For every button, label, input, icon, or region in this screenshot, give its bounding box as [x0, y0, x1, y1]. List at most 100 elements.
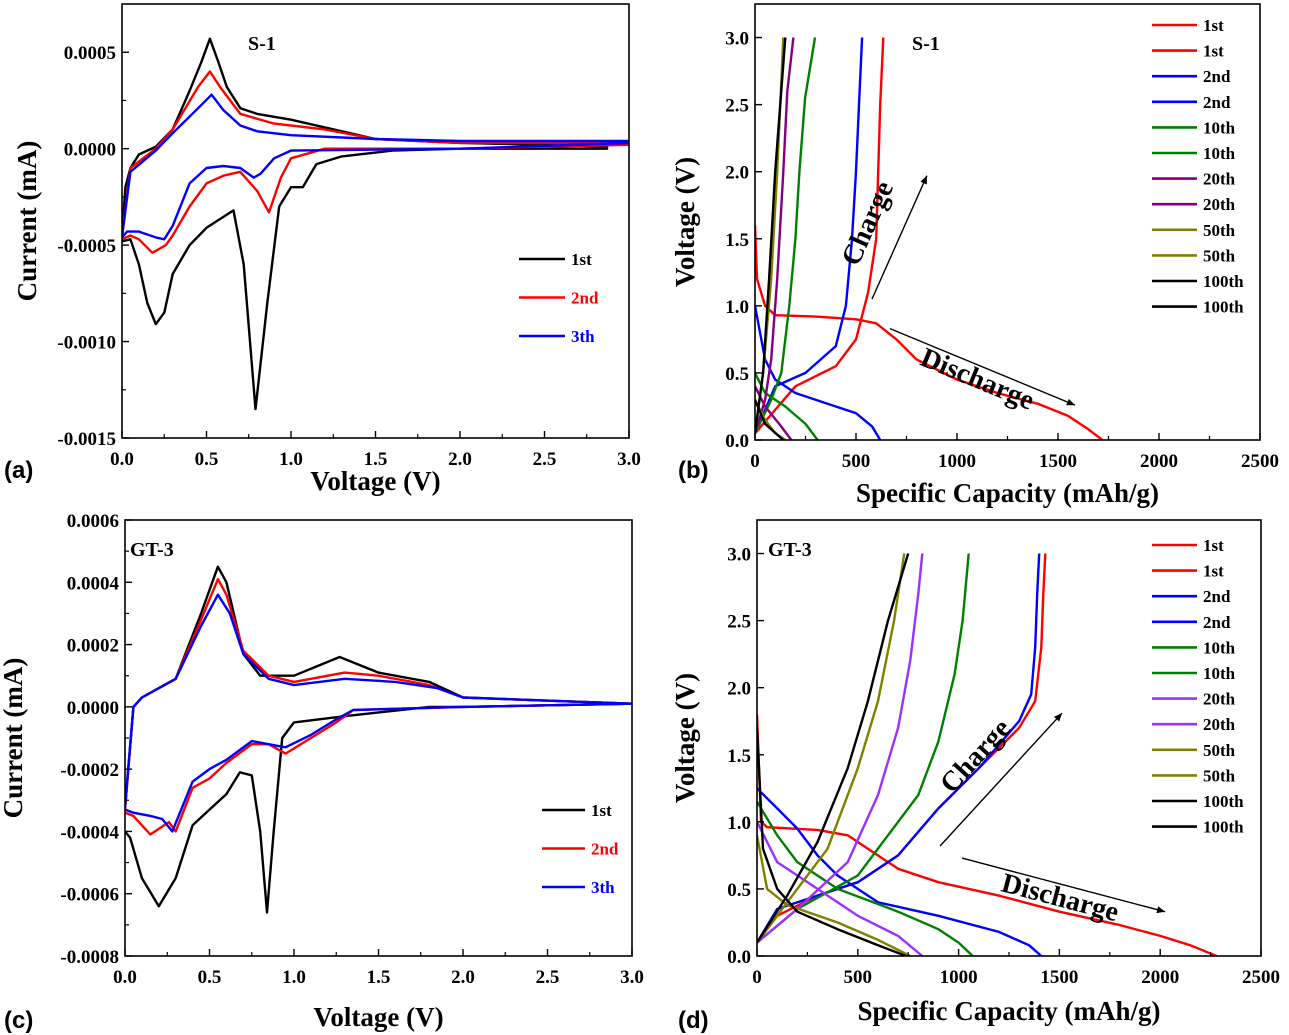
annotation-arrowhead	[1054, 713, 1063, 722]
legend-label: 1st	[571, 250, 592, 269]
y-tick-label: 0.0006	[67, 511, 119, 532]
series-line-2nd	[122, 70, 629, 254]
y-tick-label: 2.5	[725, 96, 749, 117]
x-tick-label: 2000	[1141, 967, 1179, 988]
series-line-20th	[757, 821, 924, 956]
y-tick-label: 0.0000	[64, 140, 116, 161]
x-tick-label: 2500	[1241, 451, 1279, 472]
series-line-1st	[755, 37, 885, 435]
plot-frame	[124, 519, 633, 957]
sample-label: GT-3	[130, 539, 174, 561]
y-tick-label: 2.5	[727, 612, 751, 633]
series-line-2nd	[755, 37, 864, 434]
legend-label: 20th	[1203, 690, 1236, 709]
series-group	[125, 565, 632, 914]
panel-label: (a)	[4, 457, 33, 484]
legend-label: 1st	[1203, 536, 1224, 555]
x-tick-label: 3.0	[620, 967, 644, 988]
x-tick-label: 0.5	[195, 449, 219, 470]
legend-label: 1st	[1203, 42, 1224, 61]
x-tick-label: 2000	[1140, 451, 1178, 472]
y-tick-label: 3.0	[725, 29, 749, 50]
series-line-50th	[757, 553, 906, 944]
series-line-50th	[757, 835, 911, 956]
legend-label: 2nd	[591, 840, 619, 859]
annotation-arrow	[889, 328, 1076, 406]
x-tick-label: 2.0	[451, 967, 475, 988]
series-line-10th	[757, 553, 970, 944]
y-tick-label: 0.5	[725, 364, 749, 385]
x-tick-label: 3.0	[617, 449, 641, 470]
x-tick-label: 0.0	[113, 967, 137, 988]
series-group	[122, 37, 629, 411]
y-tick-label: 0.0005	[64, 43, 116, 64]
series-line-3th	[125, 593, 632, 833]
y-tick-label: -0.0010	[57, 333, 116, 354]
x-tick-label: 0.5	[198, 967, 222, 988]
y-tick-label: 2.0	[725, 163, 749, 184]
series-line-10th	[755, 37, 817, 434]
x-tick-label: 1000	[940, 967, 978, 988]
legend-label: 2nd	[1203, 67, 1231, 86]
y-axis-label: Voltage (V)	[670, 673, 700, 803]
sample-label: S-1	[248, 33, 276, 55]
legend-label: 50th	[1203, 246, 1236, 265]
legend-label: 2nd	[1203, 587, 1231, 606]
legend-label: 2nd	[1203, 613, 1231, 632]
panel-b: 0 500 1000 1500 2000 2500 0.0 0.5 1.0 1.5 2.0 2.5 3.…	[670, 3, 1279, 508]
legend-label: 100th	[1203, 792, 1244, 811]
legend-label: 1st	[591, 801, 612, 820]
legend: 1st 2nd 3th	[542, 801, 619, 897]
legend-label: 10th	[1203, 144, 1236, 163]
series-group	[757, 553, 1218, 956]
annotation-arrow	[939, 712, 1063, 847]
y-tick-label: 3.0	[727, 545, 751, 566]
legend-label: 50th	[1203, 766, 1236, 785]
y-tick-label: -0.0004	[60, 822, 119, 843]
series-line-20th	[757, 553, 924, 944]
x-tick-label: 500	[844, 967, 873, 988]
annotation-discharge: Discharge	[916, 342, 1039, 416]
annotation-arrow	[961, 857, 1166, 913]
panel-c: 0.0 0.5 1.0 1.5 2.0 2.5 3.0 0.0006 0.0004 0.0002 0…	[0, 511, 644, 1034]
series-line-2nd	[755, 305, 882, 440]
legend-label: 1st	[1203, 16, 1224, 35]
legend-label: 3th	[571, 327, 595, 346]
x-tick-label: 1.5	[367, 967, 391, 988]
series-line-2nd	[125, 578, 632, 836]
legend-label: 20th	[1203, 715, 1236, 734]
legend: 1st 1st 2nd 2nd 10th 10th 20th 20th 50th 50th 100t…	[1152, 536, 1244, 837]
x-tick-label: 0	[750, 451, 760, 472]
sample-label: GT-3	[768, 539, 812, 561]
y-tick-label: -0.0008	[60, 947, 119, 968]
series-group	[755, 37, 1104, 440]
y-tick-label: 0.0	[725, 431, 749, 452]
x-tick-label: 1000	[938, 451, 976, 472]
annotation-arrow	[871, 175, 928, 300]
legend-label: 10th	[1203, 118, 1236, 137]
y-axis-label: Current (mA)	[12, 141, 42, 302]
x-tick-label: 2.5	[536, 967, 560, 988]
legend: 1st 1st 2nd 2nd 10th 10th 20th 20th 50th 50th 100t…	[1152, 16, 1244, 317]
series-line-3th	[122, 93, 629, 241]
y-tick-label: 1.0	[725, 297, 749, 318]
legend-label: 10th	[1203, 638, 1236, 657]
legend-label: 1st	[1203, 562, 1224, 581]
series-line-10th	[757, 801, 974, 956]
legend-label: 3th	[591, 878, 615, 897]
y-axis-label: Current (mA)	[0, 658, 28, 819]
annotation-arrowhead	[1066, 398, 1075, 406]
legend-label: 20th	[1203, 195, 1236, 214]
y-tick-label: 0.0002	[67, 636, 119, 657]
annotation-discharge: Discharge	[998, 868, 1122, 929]
annotation-arrowhead	[920, 175, 927, 185]
panel-label: (b)	[678, 457, 709, 484]
x-tick-label: 1.0	[282, 967, 306, 988]
x-tick-label: 2500	[1242, 967, 1280, 988]
x-tick-label: 1500	[1040, 967, 1078, 988]
legend-label: 50th	[1203, 221, 1236, 240]
x-axis-label: Specific Capacity (mAh/g)	[858, 996, 1161, 1026]
series-line-2nd	[757, 787, 1043, 956]
legend-label: 2nd	[1203, 93, 1231, 112]
